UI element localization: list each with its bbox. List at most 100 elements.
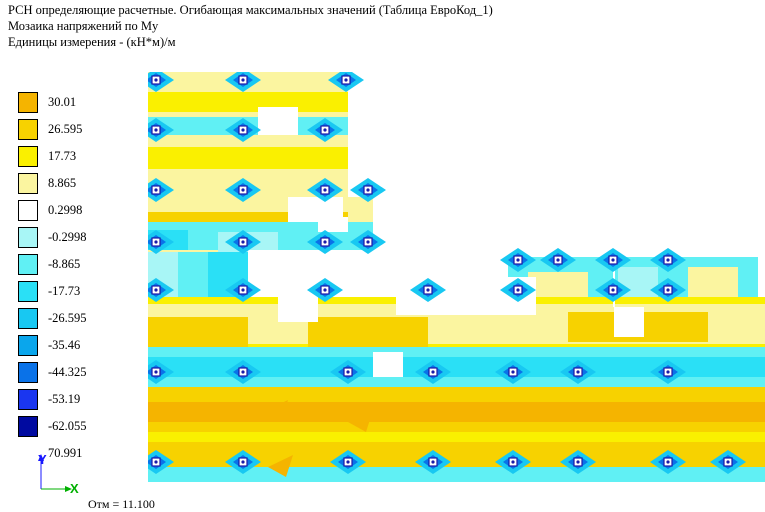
legend-item: -26.595 <box>18 308 178 332</box>
column-support-dot <box>241 78 245 82</box>
legend-label: 8.865 <box>48 176 77 190</box>
column-support-dot <box>431 460 435 464</box>
legend-swatch <box>18 389 38 410</box>
result-header: РСН определяющие расчетные. Огибающая ма… <box>8 2 493 50</box>
column-support-dot <box>576 460 580 464</box>
axes-icon <box>38 454 72 492</box>
legend-item: 30.01 <box>18 92 178 116</box>
mosaic-cell <box>148 357 765 377</box>
mosaic-cell <box>263 400 288 422</box>
legend-item: -53.19 <box>18 389 178 413</box>
legend-item: 0.2998 <box>18 200 178 224</box>
mosaic-cell <box>148 92 348 112</box>
column-support-dot <box>154 288 158 292</box>
legend-item: -62.055 <box>18 416 178 440</box>
column-support-dot <box>426 288 430 292</box>
column-support-dot <box>241 370 245 374</box>
mosaic-cell <box>148 402 765 422</box>
column-support-dot <box>611 258 615 262</box>
column-support-dot <box>323 240 327 244</box>
column-support-dot <box>431 370 435 374</box>
legend-label: -17.73 <box>48 284 81 298</box>
legend-label: 0.2998 <box>48 203 83 217</box>
legend-swatch <box>18 92 38 113</box>
column-support-dot <box>344 78 348 82</box>
mosaic-canvas <box>148 72 765 482</box>
legend-label: -26.595 <box>48 311 87 325</box>
column-support-dot <box>154 240 158 244</box>
legend-item: -35.46 <box>18 335 178 359</box>
stress-mosaic-plot[interactable] <box>148 72 765 482</box>
column-support-dot <box>154 188 158 192</box>
legend-swatch <box>18 308 38 329</box>
column-support-dot <box>511 460 515 464</box>
opening <box>614 307 644 337</box>
legend-swatch <box>18 335 38 356</box>
column-support-dot <box>516 258 520 262</box>
column-support-dot <box>154 128 158 132</box>
legend-label: -44.325 <box>48 365 87 379</box>
legend-item: -8.865 <box>18 254 178 278</box>
column-support-dot <box>241 188 245 192</box>
mosaic-cell <box>348 410 373 432</box>
column-support-dot <box>154 78 158 82</box>
column-support-dot <box>323 288 327 292</box>
column-support-dot <box>241 460 245 464</box>
mosaic-cell <box>148 147 348 169</box>
column-support-dot <box>241 288 245 292</box>
legend-label: -53.19 <box>48 392 81 406</box>
mosaic-cell <box>148 467 765 482</box>
column-support-dot <box>611 288 615 292</box>
opening <box>373 352 403 377</box>
legend-swatch <box>18 254 38 275</box>
column-support-dot <box>346 460 350 464</box>
legend-swatch <box>18 146 38 167</box>
legend-label: -62.055 <box>48 419 87 433</box>
legend-label-min: 70.991 <box>48 446 83 460</box>
legend-swatch <box>18 362 38 383</box>
legend-item: -44.325 <box>18 362 178 386</box>
column-support-dot <box>666 258 670 262</box>
legend-label: -0.2998 <box>48 230 87 244</box>
legend-swatch <box>18 416 38 437</box>
axis-x-label: X <box>70 481 79 496</box>
column-support-dot <box>666 288 670 292</box>
legend-swatch <box>18 173 38 194</box>
legend-label: -8.865 <box>48 257 81 271</box>
legend-label: 26.595 <box>48 122 83 136</box>
legend-swatch <box>18 200 38 221</box>
legend-swatch <box>18 227 38 248</box>
column-support-dot <box>241 128 245 132</box>
elevation-label: Отм = 11.100 <box>88 497 155 511</box>
column-support-dot <box>323 128 327 132</box>
column-support-dot <box>346 370 350 374</box>
mosaic-cell <box>308 317 428 352</box>
column-support-dot <box>366 240 370 244</box>
legend-item: 8.865 <box>18 173 178 197</box>
legend-item: 17.73 <box>18 146 178 170</box>
legend-item-min: 70.991 <box>18 443 178 467</box>
legend-swatch <box>18 281 38 302</box>
header-subtitle: Мозаика напряжений по My <box>8 19 159 33</box>
column-support-dot <box>576 370 580 374</box>
column-support-dot <box>241 240 245 244</box>
opening <box>248 250 378 292</box>
legend-item: 26.595 <box>18 119 178 143</box>
column-support-dot <box>516 288 520 292</box>
legend-label: -35.46 <box>48 338 81 352</box>
column-support-dot <box>666 370 670 374</box>
header-units: Единицы измерения - (кН*м)/м <box>8 35 176 49</box>
mosaic-cell <box>688 267 738 302</box>
opening <box>318 217 348 232</box>
legend-label: 30.01 <box>48 95 77 109</box>
column-support-dot <box>323 188 327 192</box>
column-support-dot <box>154 370 158 374</box>
opening <box>258 107 298 135</box>
column-support-dot <box>666 460 670 464</box>
mosaic-cell <box>148 317 248 347</box>
column-support-dot <box>726 460 730 464</box>
axis-y-label: Y <box>38 452 47 467</box>
column-support-dot <box>556 258 560 262</box>
column-support-dot <box>366 188 370 192</box>
legend-item: -17.73 <box>18 281 178 305</box>
